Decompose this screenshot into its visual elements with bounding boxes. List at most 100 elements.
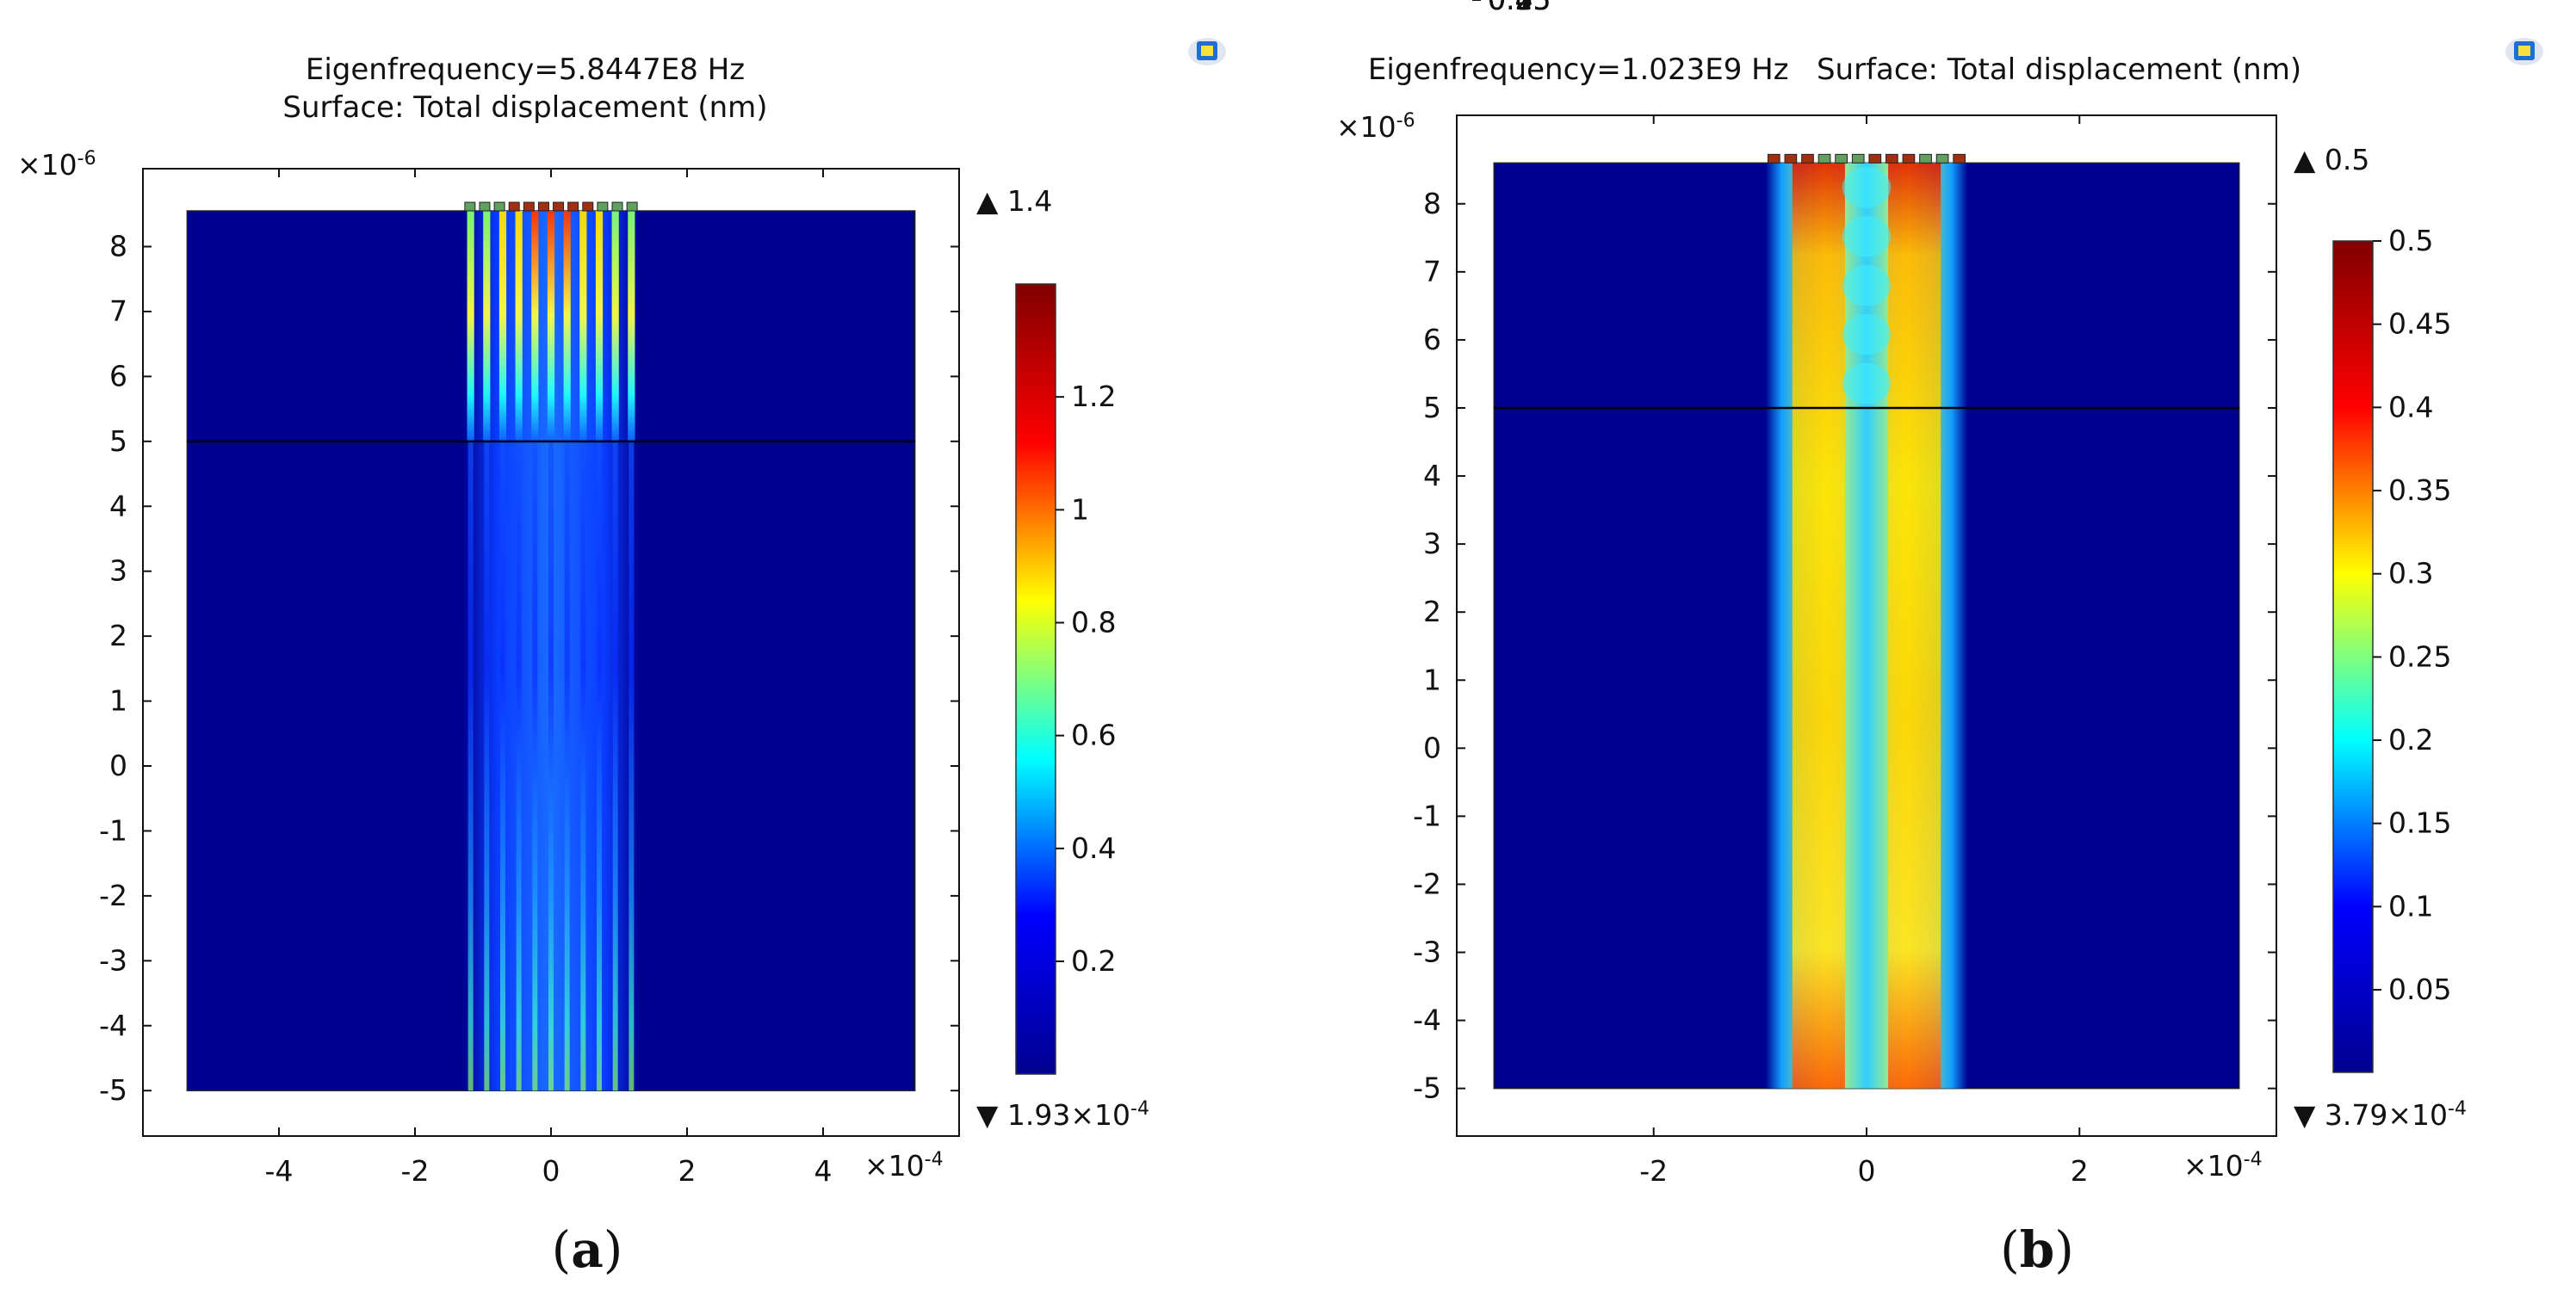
electrode: [553, 201, 565, 212]
electrode-array: [1767, 153, 1966, 164]
electrode: [1817, 153, 1831, 164]
beam-node: [1842, 313, 1892, 355]
y-tick-label: -1: [1413, 799, 1441, 832]
y-tick-label: 0: [109, 749, 127, 782]
electrode: [1868, 153, 1882, 164]
colorbar: [1015, 283, 1056, 1075]
x-tick-label: 0: [542, 1154, 560, 1188]
electrode: [464, 201, 476, 212]
y-tick-label: 6: [109, 359, 127, 392]
beam-node: [1842, 216, 1892, 257]
x-tick-label: 4: [814, 1154, 833, 1188]
electrode: [1801, 153, 1814, 164]
colorbar-tick-label: 0.2: [1488, 0, 1533, 16]
panel-b: Eigenfrequency=1.023E9 Hz Surface: Total…: [1288, 0, 2576, 1297]
electrode: [626, 201, 638, 212]
beam-fringe: [563, 211, 571, 442]
electrode: [1851, 153, 1865, 164]
electrode: [1767, 153, 1780, 164]
colorbar-tick-label: 0.25: [1488, 0, 1551, 16]
beam-fringe: [467, 211, 474, 442]
x-tick-label: -2: [401, 1154, 430, 1188]
colorbar-min-a: ▼ 1.93×10-4: [976, 1098, 1149, 1132]
plot-a: 8 7 6 5 4 3 2 1 0 -1 -2 -3 -4 -5 -4 -2 0 2 4 1.2 1 0.8 0.6 0.4 0…: [99, 168, 1116, 1188]
electrode: [537, 201, 549, 212]
colorbar-tick-label: 0.4: [1488, 0, 1533, 16]
colorbar-tick-label: 0.4: [2388, 390, 2433, 423]
electrode: [1886, 153, 1898, 164]
colorbar-tick-label: 0.1: [2388, 889, 2433, 923]
electrode: [1935, 153, 1949, 164]
title-line1-a: Eigenfrequency=5.8447E8 Hz: [305, 52, 746, 87]
colorbar-tick-label: 0.8: [1071, 605, 1116, 639]
electrode: [1784, 153, 1798, 164]
y-tick-label: -2: [1413, 867, 1441, 900]
y-tick-label: -1: [99, 813, 127, 847]
y-tick-label: 1: [1423, 663, 1441, 696]
y-tick-label: -3: [1413, 936, 1441, 969]
colorbar-tick-label: 0.35: [1488, 0, 1551, 16]
electrode: [582, 201, 594, 212]
colorbar-max-b: ▲ 0.5: [2294, 143, 2370, 176]
beam-region: [1765, 163, 1968, 1089]
colorbar-tick-label: 0.05: [1488, 0, 1551, 16]
beam-node: [1842, 167, 1892, 208]
x-tick-label: 0: [1858, 1154, 1876, 1188]
beam-fringe: [628, 211, 635, 442]
electrode: [493, 201, 505, 212]
colorbar-tick-label: 0.05: [2388, 973, 2451, 1006]
colorbar-max-a: ▲ 1.4: [976, 184, 1053, 218]
camera-icon-a[interactable]: [1186, 33, 1228, 67]
beam-fringe-lower: [499, 441, 505, 1091]
electrode: [1953, 153, 1966, 164]
caption-b: (b): [2000, 1220, 2074, 1279]
colorbar-tick-label: 0.4: [1071, 831, 1116, 865]
beam-fringe-lower: [548, 441, 554, 1091]
colorbar-tick-label: 0.5: [1488, 0, 1533, 16]
camera-icon-b[interactable]: [2504, 33, 2545, 67]
beam-fringe: [498, 211, 507, 442]
y-tick-label: 4: [109, 489, 127, 522]
y-tick-label: 6: [1423, 323, 1441, 356]
colorbar-tick-label: 0.2: [2388, 723, 2433, 757]
x-tick-label: -2: [1639, 1154, 1668, 1188]
colorbar-tick-label: 0.3: [2388, 557, 2433, 590]
colorbar-tick-label: 0.35: [2388, 473, 2451, 507]
beam-fringe-lower: [516, 441, 522, 1091]
colorbar-tick-label: 1: [1071, 492, 1089, 526]
colorbar-tick-label: 0.3: [1488, 0, 1533, 16]
y-tick-label: -4: [99, 1009, 127, 1042]
y-exponent-a: ×10-6: [17, 148, 96, 182]
y-tick-label: 5: [1423, 391, 1441, 424]
beam-node: [1842, 362, 1892, 405]
beam-node: [1842, 264, 1892, 306]
y-tick-label: 2: [1423, 595, 1441, 628]
beam-fringe-lower: [580, 441, 586, 1091]
colorbar-tick-label: 0.15: [2388, 806, 2451, 840]
y-tick-label: -5: [1413, 1072, 1441, 1105]
beam-fringe-lower: [629, 441, 635, 1091]
y-tick-label: 3: [109, 554, 127, 588]
panel-a: Eigenfrequency=5.8447E8 Hz Surface: Tota…: [17, 33, 1228, 1279]
y-tick-label: -3: [99, 943, 127, 977]
y-tick-label: 0: [1423, 731, 1441, 764]
y-tick-label: 7: [1423, 255, 1441, 288]
y-tick-label: 7: [109, 294, 127, 328]
electrode: [1902, 153, 1916, 164]
beam-fringe: [595, 211, 604, 442]
beam-fringe-lower: [564, 441, 570, 1091]
y-tick-label: 4: [1423, 459, 1441, 492]
colorbar-tick-label: 0.6: [1071, 719, 1116, 752]
electrode-array: [464, 201, 638, 212]
beam-fringe-lower: [484, 441, 490, 1091]
colorbar-tick-label: 0.45: [1488, 0, 1551, 16]
beam-fringe-lower: [612, 441, 618, 1091]
y-tick-label: 2: [109, 619, 127, 652]
electrode: [567, 201, 579, 212]
title-line2-a: Surface: Total displacement (nm): [282, 90, 768, 125]
y-tick-label: -2: [99, 879, 127, 912]
electrode: [1835, 153, 1848, 164]
colorbar-tick-label: 0.15: [1488, 0, 1551, 16]
electrode: [479, 201, 491, 212]
